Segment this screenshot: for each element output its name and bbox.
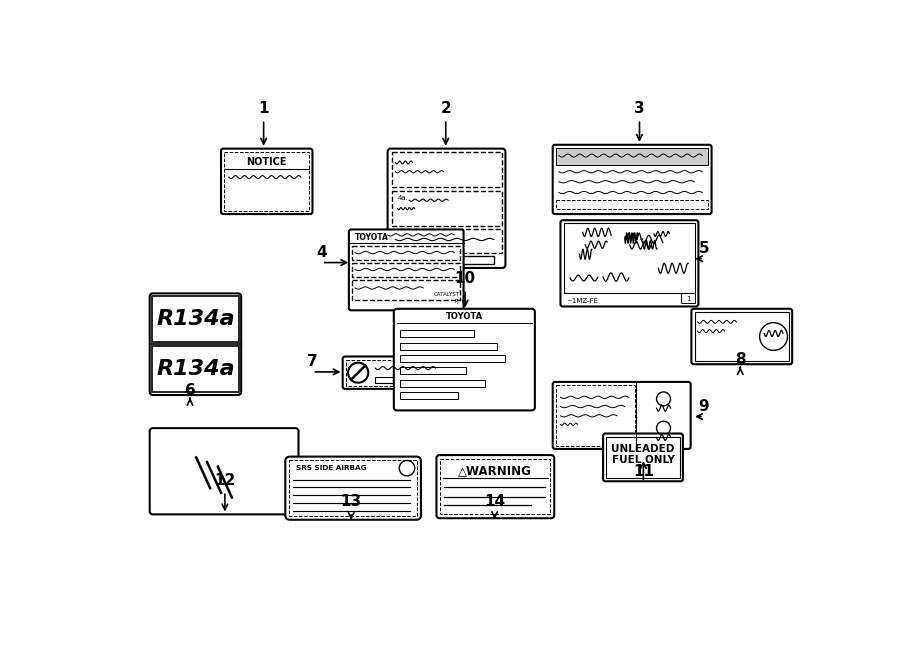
Text: 13: 13 — [340, 494, 362, 509]
Text: △WARNING: △WARNING — [458, 464, 532, 477]
Circle shape — [348, 363, 368, 383]
Bar — [556, 148, 708, 165]
FancyBboxPatch shape — [436, 455, 554, 518]
Bar — [289, 461, 417, 516]
Circle shape — [400, 461, 415, 476]
Bar — [352, 263, 461, 277]
Text: SRS SIDE AIRBAG: SRS SIDE AIRBAG — [296, 465, 367, 471]
FancyBboxPatch shape — [553, 145, 712, 214]
FancyBboxPatch shape — [149, 293, 241, 395]
Bar — [392, 229, 501, 253]
Bar — [400, 368, 466, 374]
Bar — [556, 385, 634, 446]
Text: 14: 14 — [484, 494, 505, 509]
Bar — [695, 312, 789, 361]
Text: 8: 8 — [735, 352, 745, 368]
Bar — [681, 293, 696, 303]
Text: R134a: R134a — [156, 359, 235, 379]
Bar — [400, 330, 473, 337]
Text: TOYOTA: TOYOTA — [446, 312, 483, 321]
Text: 7: 7 — [307, 354, 318, 369]
FancyBboxPatch shape — [221, 149, 312, 214]
Text: FUEL ONLY: FUEL ONLY — [612, 455, 674, 465]
Bar — [392, 191, 501, 225]
FancyBboxPatch shape — [603, 434, 683, 481]
Bar — [400, 355, 505, 362]
Text: CATALYST: CATALYST — [434, 292, 460, 297]
Bar — [152, 346, 239, 392]
Bar — [400, 379, 485, 387]
FancyBboxPatch shape — [553, 382, 690, 449]
Bar — [392, 153, 501, 187]
FancyBboxPatch shape — [149, 428, 299, 514]
Text: 9: 9 — [698, 399, 709, 414]
Circle shape — [760, 323, 788, 350]
Bar — [352, 247, 461, 260]
Bar — [563, 223, 696, 293]
Text: 11: 11 — [633, 464, 654, 479]
Bar — [375, 377, 429, 383]
Text: 2: 2 — [440, 101, 451, 116]
Text: 1: 1 — [258, 101, 269, 116]
Bar — [556, 200, 708, 209]
Text: NOTICE: NOTICE — [247, 157, 287, 167]
Bar — [400, 256, 494, 264]
Text: TOYOTA: TOYOTA — [356, 233, 389, 243]
Text: 12: 12 — [214, 473, 236, 488]
Circle shape — [656, 392, 670, 406]
Text: 4: 4 — [317, 245, 327, 260]
Text: 3: 3 — [634, 101, 644, 116]
Bar — [607, 437, 680, 478]
Text: PJ: PJ — [454, 299, 460, 303]
Text: UNLEADED: UNLEADED — [611, 444, 675, 454]
Bar — [400, 342, 497, 350]
Bar — [400, 392, 458, 399]
Text: R134a: R134a — [156, 309, 235, 329]
Bar — [346, 360, 462, 386]
Bar — [152, 295, 239, 342]
Text: 1: 1 — [686, 295, 690, 302]
FancyBboxPatch shape — [285, 457, 421, 520]
Bar — [440, 459, 551, 514]
Text: 10: 10 — [454, 272, 476, 286]
Bar — [352, 280, 461, 299]
Text: 5: 5 — [698, 241, 709, 256]
Text: ~1MZ-FE: ~1MZ-FE — [567, 298, 598, 304]
FancyBboxPatch shape — [349, 229, 464, 310]
FancyBboxPatch shape — [343, 356, 465, 389]
Text: 6: 6 — [184, 383, 195, 398]
FancyBboxPatch shape — [388, 149, 506, 268]
Circle shape — [656, 421, 670, 435]
FancyBboxPatch shape — [394, 309, 535, 410]
FancyBboxPatch shape — [561, 220, 698, 307]
Bar — [224, 152, 310, 211]
FancyBboxPatch shape — [691, 309, 792, 364]
Text: 4a.: 4a. — [398, 195, 409, 201]
